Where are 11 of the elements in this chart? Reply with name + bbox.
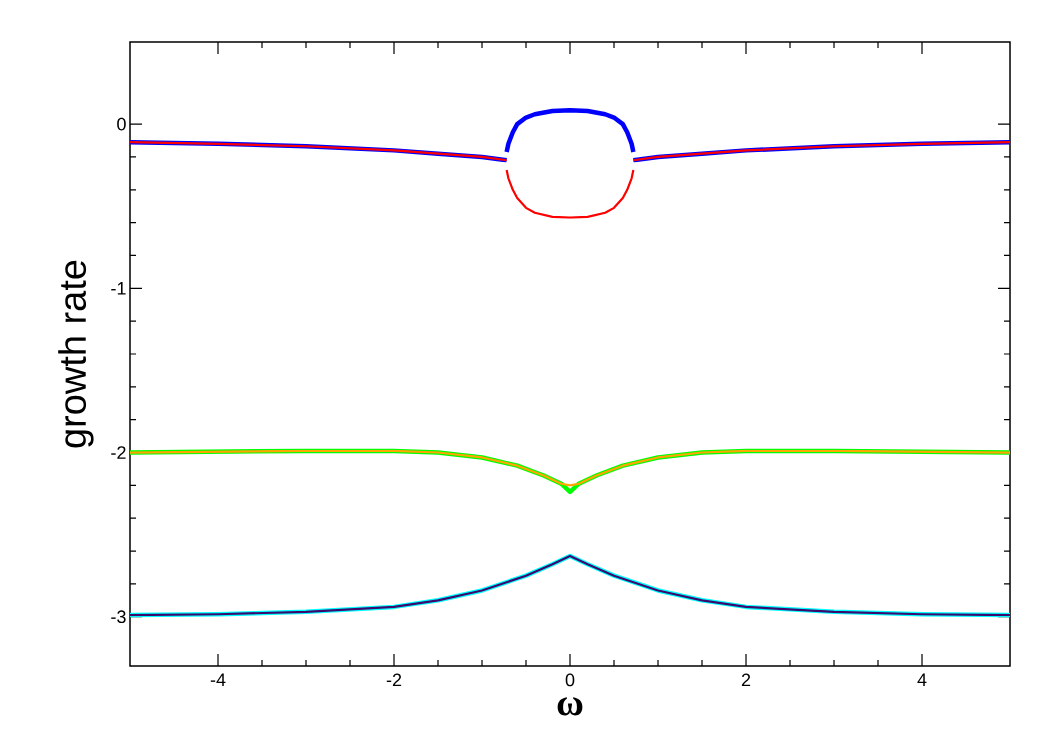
- y-tick-label: -1: [111, 282, 126, 295]
- y-tick-label: -3: [111, 610, 126, 624]
- x-tick-label: 2: [741, 673, 751, 687]
- x-tick-label: 4: [917, 673, 927, 686]
- y-tick-label: 0: [117, 117, 126, 131]
- y-axis-title: growth rate: [58, 260, 94, 448]
- x-axis-title: ω: [557, 697, 583, 716]
- y-tick-label: -2: [111, 446, 126, 459]
- x-tick-label: -4: [210, 673, 226, 686]
- x-tick-label: 0: [565, 673, 575, 687]
- x-tick-label: -2: [386, 673, 402, 687]
